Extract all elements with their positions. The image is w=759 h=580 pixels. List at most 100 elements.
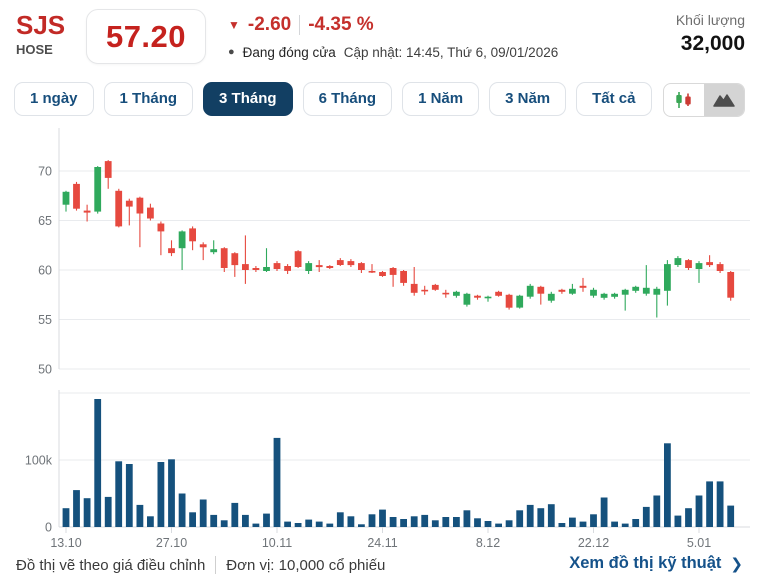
- candle-body: [389, 268, 397, 275]
- price-change-percent: -4.35 %: [308, 14, 374, 35]
- volume-bar: [727, 505, 735, 527]
- candle-body: [231, 253, 239, 266]
- volume-bar: [685, 508, 692, 527]
- volume-bar: [326, 523, 334, 527]
- tab-range-3[interactable]: 6 Tháng: [302, 82, 393, 116]
- technical-chart-link[interactable]: Xem đồ thị kỹ thuật ❯: [569, 554, 743, 573]
- candle-body: [463, 293, 471, 305]
- volume-bar: [400, 519, 407, 527]
- ticker-symbol: SJS: [16, 10, 66, 40]
- volume-bar: [463, 510, 471, 528]
- volume-bar: [516, 510, 524, 528]
- volume-bar: [505, 520, 513, 527]
- tab-range-5[interactable]: 3 Năm: [489, 82, 567, 116]
- volume-bar: [526, 504, 534, 527]
- volume-bar: [558, 523, 566, 527]
- volume-bar: [579, 521, 587, 527]
- candle-body: [242, 264, 249, 270]
- time-range-tabs: 1 ngày 1 Tháng 3 Tháng 6 Tháng 1 Năm 3 Năm Tất…: [14, 82, 652, 116]
- candle-body: [685, 260, 692, 268]
- last-updated-text: Cập nhật: 14:45, Thứ 6, 09/01/2026: [343, 45, 559, 60]
- candle-body: [727, 272, 735, 298]
- volume-bar: [664, 443, 671, 528]
- candle-body: [83, 210, 91, 213]
- candle-body: [600, 293, 608, 298]
- candle-body: [168, 248, 175, 254]
- market-status-row: ● Đang đóng cửa Cập nhật: 14:45, Thứ 6, …: [228, 45, 558, 60]
- adjusted-price-note: Đồ thị vẽ theo giá điều chỉnh: [16, 556, 206, 574]
- volume-bar: [410, 516, 418, 527]
- volume-bar: [178, 493, 186, 527]
- tab-range-6[interactable]: Tất cả: [576, 82, 652, 116]
- tab-range-2[interactable]: 3 Tháng: [203, 82, 293, 116]
- footnote-divider: [215, 556, 217, 574]
- volume-bar: [263, 513, 270, 527]
- candle-body: [368, 271, 376, 273]
- tab-range-0[interactable]: 1 ngày: [14, 82, 94, 116]
- volume-bar: [621, 523, 629, 527]
- volume-bar: [442, 517, 450, 527]
- ticker-block: SJS HOSE: [16, 10, 66, 58]
- change-divider: [299, 15, 301, 35]
- candle-body: [273, 263, 281, 269]
- candle-body: [199, 244, 207, 248]
- candle-body: [189, 228, 196, 242]
- candle-body: [147, 207, 154, 219]
- volume-bar: [104, 496, 112, 527]
- candle-body: [62, 191, 70, 205]
- candle-body: [547, 293, 555, 301]
- volume-bar: [484, 521, 492, 527]
- price-change-row: ▼ -2.60 -4.35 %: [228, 14, 374, 36]
- candle-body: [263, 267, 270, 271]
- candle-body: [421, 289, 429, 292]
- candle-body: [294, 251, 302, 267]
- candle-body: [115, 190, 123, 227]
- candle-body: [716, 264, 724, 271]
- volume-bar: [379, 509, 386, 527]
- x-axis-date-label: 22.12: [578, 536, 609, 550]
- volume-bar: [453, 517, 460, 527]
- volume-value: 32,000: [680, 32, 745, 55]
- candle-body: [305, 263, 313, 271]
- volume-bar: [189, 512, 196, 527]
- volume-bar: [73, 490, 80, 527]
- technical-chart-link-label: Xem đồ thị kỹ thuật: [569, 554, 722, 572]
- volume-bar: [94, 399, 102, 527]
- candle-body: [632, 286, 640, 291]
- candle-body: [674, 258, 682, 265]
- x-axis-date-label: 27.10: [156, 536, 187, 550]
- exchange-label: HOSE: [16, 42, 53, 58]
- volume-bar: [642, 506, 650, 527]
- volume-bar: [674, 515, 682, 527]
- candle-body: [379, 272, 386, 276]
- market-status-text: Đang đóng cửa: [242, 45, 336, 60]
- candle-body: [442, 292, 450, 295]
- tab-range-4[interactable]: 1 Năm: [402, 82, 480, 116]
- candle-body: [642, 287, 650, 294]
- volume-bar: [220, 520, 228, 527]
- tab-range-1[interactable]: 1 Tháng: [103, 82, 194, 116]
- volume-bar: [83, 498, 91, 527]
- candle-body: [495, 291, 502, 296]
- candle-body: [326, 266, 334, 268]
- x-axis-date-label: 5.01: [687, 536, 711, 550]
- volume-bar: [611, 521, 618, 527]
- price-axis-tick: 55: [38, 313, 52, 327]
- volume-label: Khối lượng: [675, 12, 745, 28]
- volume-bar: [632, 519, 640, 527]
- candle-body: [453, 291, 460, 296]
- candle-body: [336, 260, 344, 265]
- candle-body: [157, 223, 165, 232]
- area-view-button[interactable]: [704, 84, 744, 116]
- down-arrow-icon: ▼: [228, 18, 240, 32]
- candlestick-view-button[interactable]: [664, 84, 704, 116]
- volume-bar: [495, 523, 502, 527]
- price-change-value: -2.60: [247, 14, 292, 35]
- candle-body: [706, 262, 713, 266]
- volume-bar: [431, 520, 439, 527]
- volume-bar: [62, 508, 70, 527]
- volume-bar: [600, 497, 608, 527]
- volume-bar: [242, 514, 249, 527]
- volume-bar: [336, 512, 344, 527]
- price-axis-tick: 65: [38, 214, 52, 228]
